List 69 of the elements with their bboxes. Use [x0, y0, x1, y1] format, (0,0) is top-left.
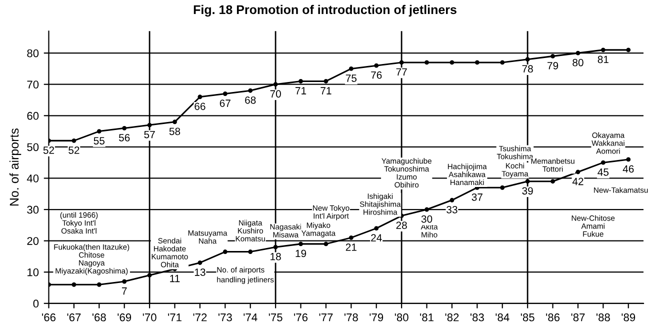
- x-tick-label: '88: [596, 313, 610, 322]
- x-tick-label: '72: [193, 313, 207, 322]
- data-label: 80: [572, 58, 584, 66]
- x-tick-label: '85: [520, 313, 534, 322]
- x-tick-label: '80: [394, 313, 408, 322]
- x-tick-label: '67: [67, 313, 81, 322]
- data-label: 52: [43, 146, 54, 154]
- y-tick-label: 30: [27, 206, 39, 214]
- x-tick-label: '73: [218, 313, 232, 322]
- data-label: 39: [522, 187, 533, 195]
- y-tick-label: 20: [27, 237, 39, 245]
- x-tick-label: '75: [268, 314, 282, 322]
- x-tick-label: '66: [42, 313, 56, 322]
- x-tick-label: '74: [244, 314, 258, 322]
- x-tick-label: '82: [445, 313, 459, 322]
- y-tick-label: 50: [27, 143, 39, 152]
- x-tick-label: '68: [92, 313, 106, 322]
- y-tick-label: 40: [26, 174, 39, 182]
- y-tick-label: 60: [27, 112, 39, 120]
- x-tick-label: '78: [344, 313, 358, 322]
- x-tick-label: '81: [420, 313, 434, 322]
- data-label: 42: [572, 178, 584, 186]
- data-label: 11: [170, 274, 180, 282]
- x-tick-label: '69: [118, 313, 132, 322]
- data-label: 37: [472, 193, 482, 201]
- data-label: 68: [245, 96, 256, 104]
- data-label: 58: [169, 128, 180, 136]
- x-tick-label: '77: [319, 314, 333, 322]
- x-tick-label: '83: [470, 313, 484, 322]
- y-tick-label: 80: [27, 49, 39, 58]
- data-label: 79: [548, 62, 558, 70]
- y-axis-title: No. of airports: [9, 128, 22, 206]
- y-tick-label: 0: [33, 300, 39, 308]
- data-label: 7: [122, 287, 127, 295]
- x-tick-label: '70: [142, 313, 156, 322]
- data-label: 46: [622, 165, 634, 173]
- x-tick-label: '84: [496, 313, 510, 322]
- data-label: 75: [346, 74, 357, 82]
- data-label: 67: [220, 100, 230, 107]
- data-label: 13: [194, 268, 206, 276]
- y-tick-label: 10: [28, 268, 39, 276]
- data-label: 18: [270, 252, 281, 260]
- x-tick-label: '79: [370, 313, 384, 322]
- data-label: 81: [598, 56, 608, 64]
- data-label: 24: [371, 234, 382, 242]
- data-label: 55: [94, 137, 105, 144]
- data-label: 76: [371, 71, 382, 79]
- data-label: 21: [346, 244, 356, 251]
- x-tick-label: '86: [546, 313, 560, 322]
- data-label: 70: [270, 90, 281, 98]
- data-label: 66: [194, 102, 206, 110]
- y-tick-label: 70: [27, 80, 39, 88]
- data-label: 45: [598, 168, 609, 176]
- data-label: 33: [446, 206, 458, 214]
- data-label: 78: [522, 65, 533, 73]
- x-tick-label: '89: [622, 313, 636, 322]
- x-tick-label: '76: [294, 313, 308, 322]
- data-label: 77: [396, 68, 407, 76]
- data-label: 57: [144, 130, 155, 138]
- data-label: 52: [68, 146, 80, 154]
- data-label: 19: [296, 250, 306, 258]
- data-label: 71: [320, 87, 332, 94]
- chart-title: Fig. 18 Promotion of introduction of jetliners: [194, 4, 456, 17]
- data-label: 30: [421, 215, 432, 223]
- data-label: 56: [118, 134, 130, 142]
- data-label: 71: [296, 87, 306, 94]
- x-tick-label: '71: [168, 314, 182, 322]
- data-label: 28: [396, 222, 407, 229]
- x-tick-label: '87: [571, 313, 585, 322]
